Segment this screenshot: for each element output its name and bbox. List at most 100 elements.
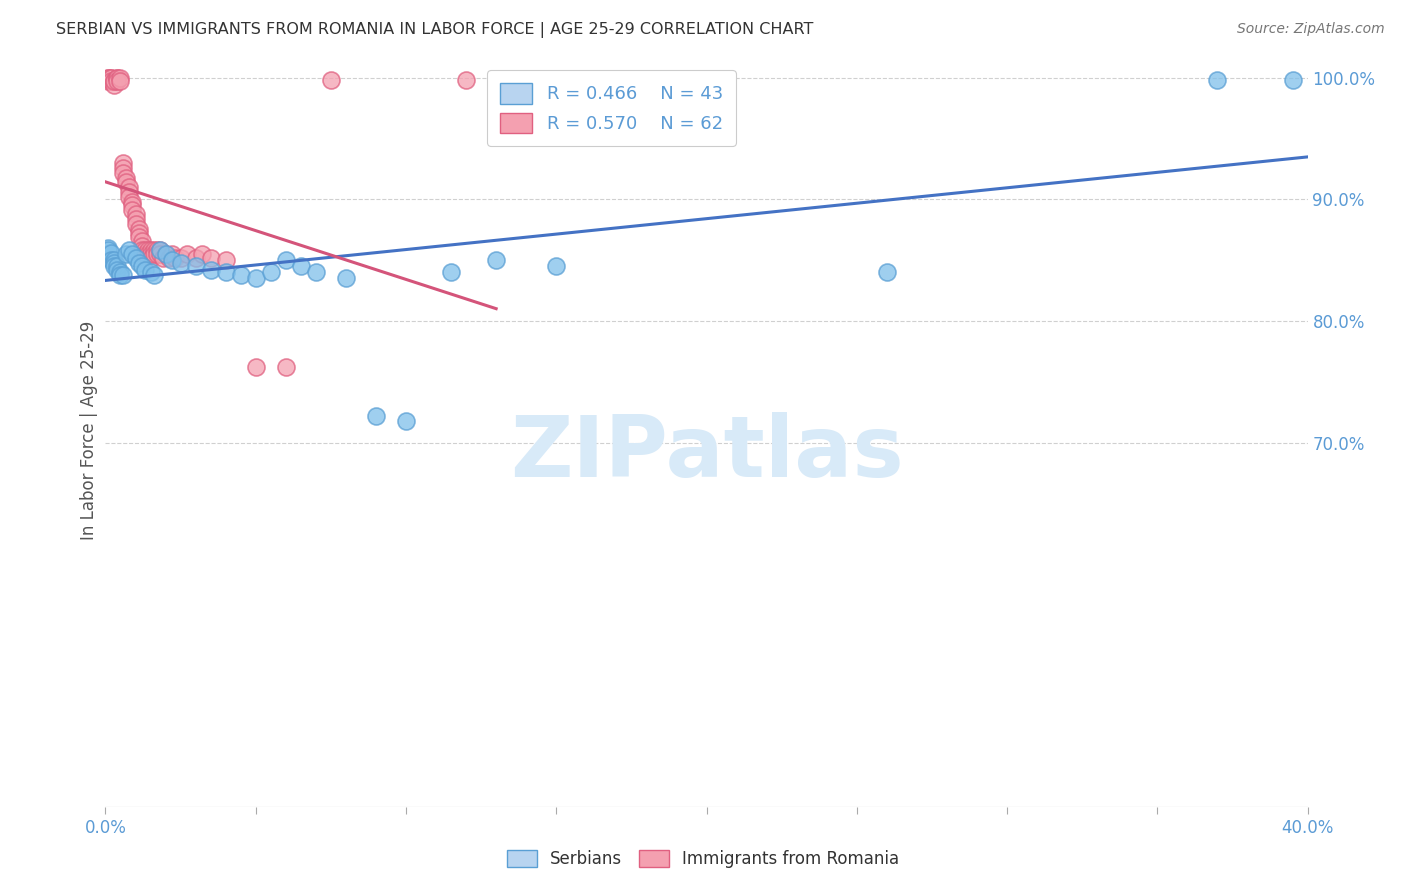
Point	[200, 263, 222, 277]
Point	[100, 74, 122, 88]
Point	[118, 180, 141, 194]
Point	[115, 247, 138, 261]
Point	[1281, 73, 1303, 87]
Point	[160, 253, 183, 268]
Point	[112, 156, 135, 170]
Point	[124, 211, 146, 226]
Point	[131, 260, 153, 274]
Legend: Serbians, Immigrants from Romania: Serbians, Immigrants from Romania	[501, 843, 905, 875]
Point	[107, 263, 129, 277]
Point	[142, 247, 165, 261]
Point	[148, 247, 170, 261]
Point	[546, 260, 568, 274]
Point	[145, 247, 167, 261]
Point	[124, 251, 146, 265]
Legend: R = 0.466    N = 43, R = 0.570    N = 62: R = 0.466 N = 43, R = 0.570 N = 62	[486, 70, 735, 146]
Point	[454, 73, 477, 87]
Point	[103, 253, 125, 268]
Point	[136, 247, 159, 261]
Point	[139, 244, 162, 258]
Point	[100, 253, 122, 268]
Point	[100, 246, 122, 260]
Point	[139, 247, 162, 261]
Point	[110, 268, 132, 282]
Point	[112, 161, 135, 175]
Point	[245, 271, 267, 285]
Point	[305, 265, 328, 279]
Point	[103, 260, 125, 274]
Point	[134, 244, 156, 258]
Point	[1206, 73, 1229, 87]
Point	[152, 251, 174, 265]
Point	[112, 268, 135, 282]
Point	[395, 414, 418, 428]
Point	[440, 265, 463, 279]
Point	[160, 247, 183, 261]
Point	[107, 260, 129, 274]
Point	[155, 247, 177, 261]
Text: Source: ZipAtlas.com: Source: ZipAtlas.com	[1237, 22, 1385, 37]
Point	[364, 409, 387, 423]
Point	[176, 247, 198, 261]
Point	[229, 268, 252, 282]
Point	[214, 253, 236, 268]
Point	[112, 166, 135, 180]
Point	[124, 217, 146, 231]
Point	[128, 230, 150, 244]
Point	[134, 263, 156, 277]
Point	[139, 265, 162, 279]
Point	[184, 260, 207, 274]
Point	[110, 70, 132, 85]
Point	[118, 244, 141, 258]
Point	[134, 247, 156, 261]
Point	[169, 255, 191, 269]
Text: ZIPatlas: ZIPatlas	[509, 411, 904, 494]
Point	[107, 70, 129, 85]
Point	[121, 247, 143, 261]
Point	[131, 234, 153, 248]
Point	[128, 221, 150, 235]
Point	[115, 175, 138, 189]
Point	[128, 227, 150, 241]
Point	[118, 185, 141, 199]
Point	[100, 70, 122, 85]
Point	[148, 244, 170, 258]
Point	[103, 74, 125, 88]
Point	[157, 251, 180, 265]
Point	[290, 260, 312, 274]
Point	[110, 265, 132, 279]
Point	[142, 268, 165, 282]
Point	[274, 253, 297, 268]
Point	[128, 255, 150, 269]
Point	[103, 74, 125, 88]
Point	[97, 244, 120, 258]
Point	[190, 247, 212, 261]
Point	[115, 170, 138, 185]
Point	[260, 265, 283, 279]
Point	[136, 244, 159, 258]
Point	[142, 244, 165, 258]
Point	[103, 255, 125, 269]
Point	[163, 251, 186, 265]
Point	[97, 241, 120, 255]
Point	[131, 244, 153, 258]
Point	[335, 271, 357, 285]
Point	[145, 244, 167, 258]
Point	[110, 74, 132, 88]
Point	[103, 78, 125, 92]
Point	[121, 194, 143, 209]
Point	[97, 74, 120, 88]
Point	[245, 360, 267, 375]
Text: SERBIAN VS IMMIGRANTS FROM ROMANIA IN LABOR FORCE | AGE 25-29 CORRELATION CHART: SERBIAN VS IMMIGRANTS FROM ROMANIA IN LA…	[56, 22, 814, 38]
Point	[876, 265, 898, 279]
Point	[97, 70, 120, 85]
Point	[274, 360, 297, 375]
Point	[155, 247, 177, 261]
Point	[319, 73, 342, 87]
Point	[97, 70, 120, 85]
Point	[139, 251, 162, 265]
Point	[100, 70, 122, 85]
Point	[214, 265, 236, 279]
Point	[169, 251, 191, 265]
Point	[121, 203, 143, 218]
